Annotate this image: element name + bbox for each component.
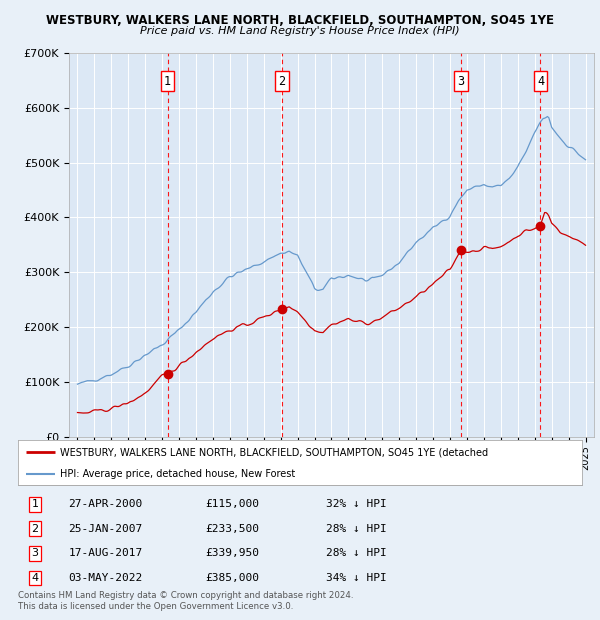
Text: 1: 1 (164, 75, 171, 88)
Text: 17-AUG-2017: 17-AUG-2017 (68, 549, 143, 559)
Text: 2: 2 (31, 524, 38, 534)
Text: 28% ↓ HPI: 28% ↓ HPI (326, 524, 387, 534)
Text: £339,950: £339,950 (205, 549, 259, 559)
Text: 32% ↓ HPI: 32% ↓ HPI (326, 499, 387, 509)
Text: £233,500: £233,500 (205, 524, 259, 534)
Text: £385,000: £385,000 (205, 573, 259, 583)
Text: 1: 1 (31, 499, 38, 509)
Text: 34% ↓ HPI: 34% ↓ HPI (326, 573, 387, 583)
Text: 25-JAN-2007: 25-JAN-2007 (68, 524, 143, 534)
Text: WESTBURY, WALKERS LANE NORTH, BLACKFIELD, SOUTHAMPTON, SO45 1YE (detached: WESTBURY, WALKERS LANE NORTH, BLACKFIELD… (60, 447, 488, 458)
Text: WESTBURY, WALKERS LANE NORTH, BLACKFIELD, SOUTHAMPTON, SO45 1YE: WESTBURY, WALKERS LANE NORTH, BLACKFIELD… (46, 14, 554, 27)
Text: 27-APR-2000: 27-APR-2000 (68, 499, 143, 509)
Text: 4: 4 (31, 573, 38, 583)
Text: 3: 3 (31, 549, 38, 559)
Text: Price paid vs. HM Land Registry's House Price Index (HPI): Price paid vs. HM Land Registry's House … (140, 26, 460, 36)
Text: Contains HM Land Registry data © Crown copyright and database right 2024.: Contains HM Land Registry data © Crown c… (18, 591, 353, 600)
Text: 2: 2 (278, 75, 286, 88)
Text: 28% ↓ HPI: 28% ↓ HPI (326, 549, 387, 559)
Text: 3: 3 (457, 75, 464, 88)
Text: This data is licensed under the Open Government Licence v3.0.: This data is licensed under the Open Gov… (18, 602, 293, 611)
Text: £115,000: £115,000 (205, 499, 259, 509)
Text: 4: 4 (537, 75, 544, 88)
Text: HPI: Average price, detached house, New Forest: HPI: Average price, detached house, New … (60, 469, 296, 479)
Text: 03-MAY-2022: 03-MAY-2022 (68, 573, 143, 583)
